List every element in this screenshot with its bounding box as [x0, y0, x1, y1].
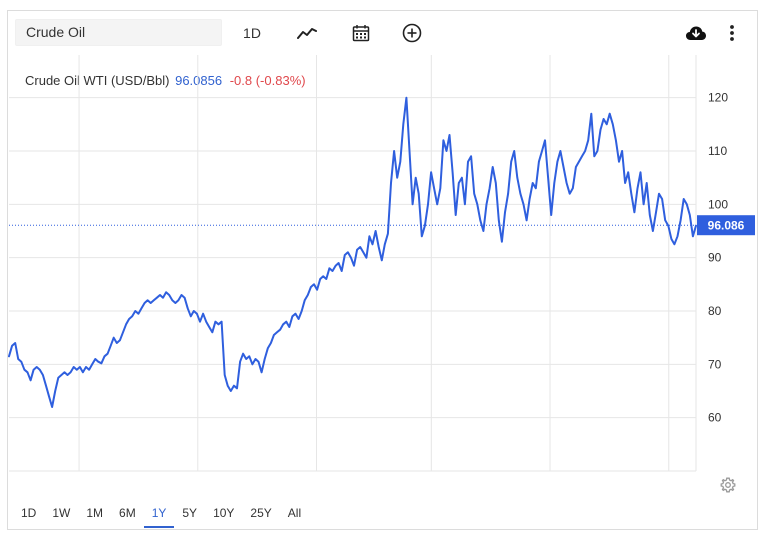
x-tick-label: Nov [187, 479, 208, 481]
range-button-1y[interactable]: 1Y [143, 504, 174, 528]
y-tick-label: 110 [708, 144, 727, 158]
instrument-name: Crude Oil WTI (USD/Bbl) [25, 73, 170, 88]
y-tick-label: 70 [708, 357, 722, 371]
x-tick-label: May [539, 479, 562, 481]
toolbar: Crude Oil 1D [8, 11, 757, 55]
line-chart-icon[interactable] [295, 19, 319, 47]
x-tick-label: Jul [661, 479, 676, 481]
range-button-1d[interactable]: 1D [21, 506, 37, 520]
range-button-1w[interactable]: 1W [52, 506, 71, 520]
more-vertical-icon[interactable] [724, 19, 740, 47]
range-selector: 1D 1W 1M 6M 1Y 5Y 10Y 25Y All [21, 504, 317, 528]
range-button-10y[interactable]: 10Y [213, 506, 235, 520]
chart-widget: Crude Oil 1D [7, 10, 758, 530]
range-button-25y[interactable]: 25Y [250, 506, 272, 520]
y-tick-label: 120 [708, 91, 728, 105]
x-tick-label: Mar [421, 479, 442, 481]
series-line-crude-oil [8, 96, 697, 408]
last-price: 96.0856 [175, 73, 223, 88]
y-tick-label: 90 [708, 251, 722, 265]
add-circle-icon[interactable] [401, 19, 423, 47]
price-chart[interactable]: 60 70 80 90 100 110 120 Sep Nov 2022 Mar May Jul 96.0… [8, 11, 757, 481]
last-value-label: 96.086 [708, 219, 745, 233]
settings-gear-icon[interactable] [720, 477, 736, 493]
cloud-download-icon[interactable] [684, 19, 708, 47]
range-button-all[interactable]: All [287, 506, 302, 520]
x-tick-label: 2022 [303, 479, 330, 481]
last-value-badge [697, 215, 755, 236]
range-button-5y[interactable]: 5Y [182, 506, 198, 520]
y-tick-label: 80 [708, 304, 722, 318]
interval-button[interactable]: 1D [243, 25, 261, 41]
symbol-search-input[interactable]: Crude Oil [15, 19, 222, 46]
range-button-6m[interactable]: 6M [119, 506, 136, 520]
price-change: -0.8 (-0.83%) [229, 73, 306, 88]
y-tick-label: 100 [708, 197, 728, 211]
chart-header: Crude Oil WTI (USD/Bbl) 96.0856 -0.8 (-0… [25, 73, 306, 88]
y-tick-label: 60 [708, 411, 722, 425]
x-tick-label: Sep [68, 479, 90, 481]
range-button-1m[interactable]: 1M [86, 506, 104, 520]
calendar-icon[interactable] [350, 19, 372, 47]
